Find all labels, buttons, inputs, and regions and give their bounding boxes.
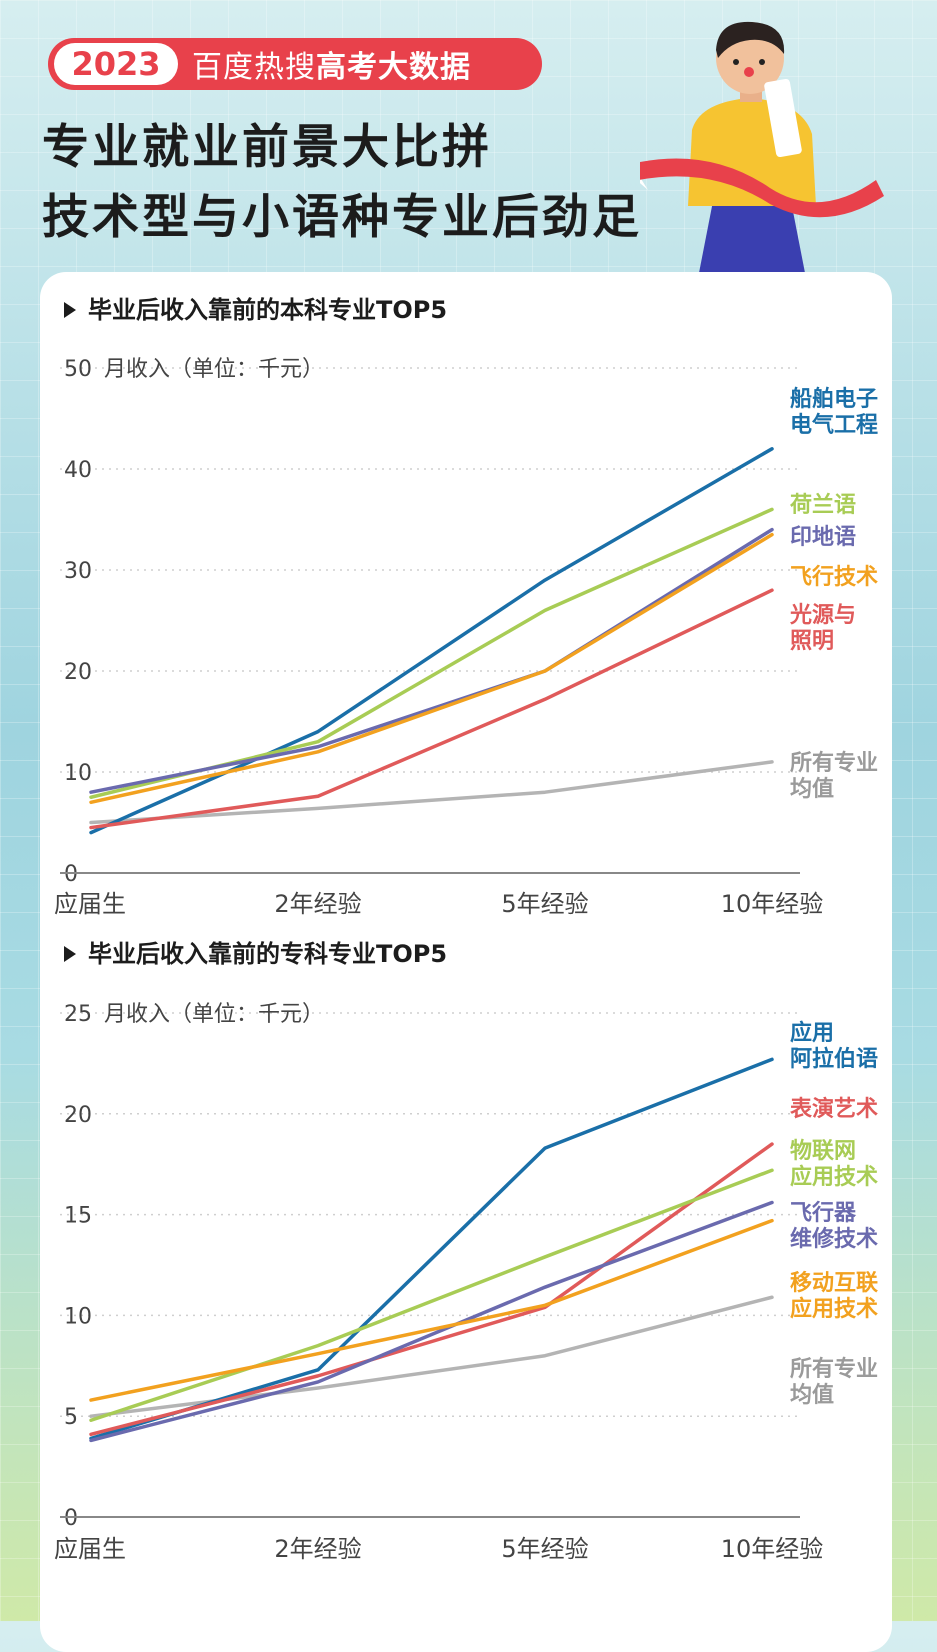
series-label: 均值 bbox=[790, 1382, 834, 1408]
series-line bbox=[89, 447, 774, 835]
y-tick-label: 15 bbox=[64, 1204, 92, 1229]
x-tick-label: 10年经验 bbox=[721, 890, 824, 918]
y-axis-label: 月收入（单位：千元） bbox=[104, 1002, 324, 1027]
y-tick-label: 20 bbox=[64, 660, 92, 685]
chart-title: 毕业后收入靠前的本科专业TOP5 bbox=[88, 296, 447, 324]
series-label: 所有专业 bbox=[790, 1356, 878, 1382]
badge-text: 百度热搜高考大数据 bbox=[192, 42, 471, 86]
ribbon-shape bbox=[640, 158, 884, 218]
header-badge: 2023 百度热搜高考大数据 bbox=[48, 38, 542, 90]
y-tick-label: 50 bbox=[64, 357, 92, 382]
y-tick-label: 10 bbox=[64, 1304, 92, 1329]
pants-shape bbox=[698, 196, 806, 278]
series-label: 应用技术 bbox=[790, 1164, 878, 1190]
series-label: 照明 bbox=[790, 629, 834, 654]
x-tick-label: 应届生 bbox=[54, 890, 126, 918]
y-tick-label: 0 bbox=[64, 1506, 78, 1531]
y-tick-label: 40 bbox=[64, 458, 92, 483]
series-label: 应用技术 bbox=[790, 1296, 878, 1322]
y-tick-label: 5 bbox=[64, 1405, 78, 1430]
series-label: 移动互联 bbox=[790, 1270, 878, 1296]
series-label: 飞行器 bbox=[790, 1200, 857, 1226]
series-line bbox=[89, 1057, 774, 1441]
x-tick-label: 2年经验 bbox=[274, 1535, 361, 1563]
x-tick-label: 5年经验 bbox=[501, 890, 588, 918]
series-label: 飞行技术 bbox=[790, 564, 878, 590]
series-line bbox=[89, 1142, 774, 1437]
y-axis-label: 月收入（单位：千元） bbox=[104, 357, 324, 382]
x-tick-label: 10年经验 bbox=[721, 1535, 824, 1563]
series-label: 均值 bbox=[790, 776, 834, 802]
series-label: 维修技术 bbox=[790, 1226, 878, 1252]
series-line bbox=[89, 1295, 774, 1418]
series-label: 船舶电子 bbox=[790, 386, 878, 412]
series-line bbox=[89, 760, 774, 825]
year-pill: 2023 bbox=[54, 43, 178, 85]
series-label: 表演艺术 bbox=[790, 1096, 878, 1122]
series-label: 应用 bbox=[790, 1020, 834, 1046]
series-label: 所有专业 bbox=[790, 750, 878, 776]
series-label: 光源与 bbox=[789, 603, 856, 628]
nose-shape bbox=[744, 67, 754, 77]
series-line bbox=[89, 532, 774, 805]
chart-title: 毕业后收入靠前的专科专业TOP5 bbox=[88, 940, 447, 968]
y-tick-label: 25 bbox=[64, 1002, 92, 1027]
x-tick-label: 2年经验 bbox=[274, 890, 361, 918]
hair-shape bbox=[716, 21, 785, 58]
title-triangle-icon bbox=[64, 946, 76, 962]
headline-line1: 专业就业前景大比拼 bbox=[42, 120, 492, 175]
right-eye bbox=[759, 59, 765, 65]
series-line bbox=[89, 1218, 774, 1402]
student-illustration bbox=[640, 21, 884, 278]
series-line bbox=[89, 1200, 774, 1443]
badge-prefix: 百度热搜 bbox=[192, 50, 316, 85]
series-line bbox=[89, 507, 774, 799]
y-tick-label: 10 bbox=[64, 761, 92, 786]
series-line bbox=[89, 1168, 774, 1422]
series-label: 电气工程 bbox=[790, 412, 878, 438]
left-eye bbox=[733, 59, 739, 65]
x-tick-label: 应届生 bbox=[54, 1535, 126, 1563]
series-label: 印地语 bbox=[790, 525, 856, 550]
series-label: 阿拉伯语 bbox=[790, 1046, 878, 1072]
badge-bold: 高考大数据 bbox=[316, 50, 471, 85]
series-line bbox=[89, 588, 774, 830]
title-triangle-icon bbox=[64, 302, 76, 318]
paper-shape bbox=[764, 78, 802, 158]
charts-card bbox=[40, 272, 892, 1652]
series-line bbox=[89, 527, 774, 794]
x-tick-label: 5年经验 bbox=[501, 1535, 588, 1563]
series-label: 荷兰语 bbox=[790, 492, 856, 518]
series-label: 物联网 bbox=[790, 1138, 856, 1164]
y-tick-label: 30 bbox=[64, 559, 92, 584]
y-tick-label: 0 bbox=[64, 862, 78, 887]
y-tick-label: 20 bbox=[64, 1103, 92, 1128]
headline-line2: 技术型与小语种专业后劲足 bbox=[42, 190, 642, 245]
